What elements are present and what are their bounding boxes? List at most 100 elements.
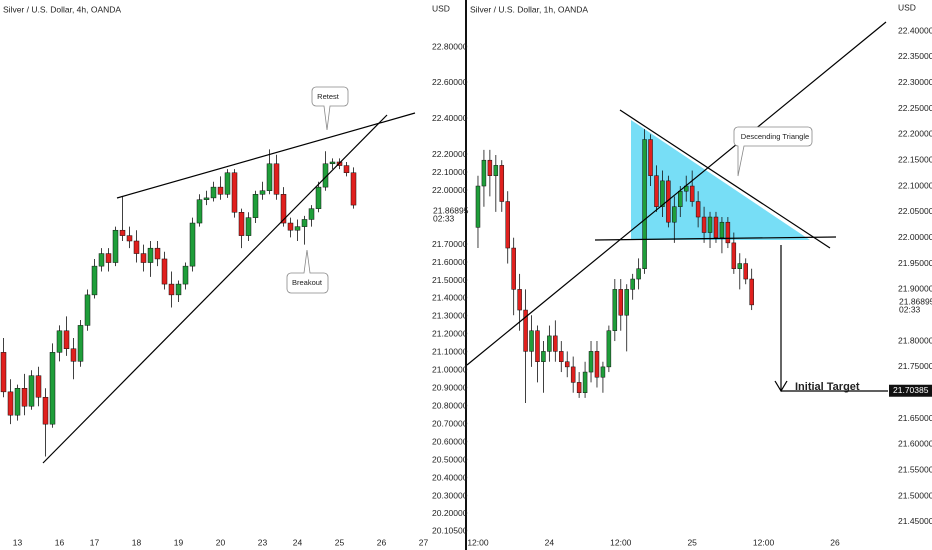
candle-body [737,263,743,269]
candle-body [654,175,659,207]
x-tick-label: 13 [13,537,23,547]
candle-body [147,247,154,263]
candle-body [280,194,287,224]
y-tick-label: 22.35000 [898,51,932,61]
x-tick-label: 26 [377,537,387,547]
x-tick-label: 17 [90,537,100,547]
candle-body [266,163,273,191]
candle-body [707,216,713,233]
y-tick-label: 21.60000 [432,257,468,267]
candle-body [196,199,203,224]
candle-body [541,351,546,362]
candle-body [624,289,629,316]
y-tick-label: 21.40000 [432,293,468,303]
candle-body [505,201,510,249]
y-tick-label: 21.80000 [898,335,932,345]
candle-body [499,165,505,202]
y-tick-label: 22.20000 [898,129,932,139]
candle-body [481,159,487,187]
candle-body [547,335,552,352]
x-tick-label: 18 [132,537,142,547]
candle-body [7,391,14,416]
candle-body [725,221,731,244]
callouts: Retest Breakout Descending Triangle Init… [286,86,860,393]
y-tick-label: 22.10000 [898,180,932,190]
candle-body [14,388,21,416]
candle-body [695,201,701,218]
candle-body [238,212,245,236]
y-tick-label: 22.15000 [898,154,932,164]
candle-body [42,396,49,425]
y-tick-label: 21.20000 [432,329,468,339]
candle-body [112,229,119,263]
x-tick-label: 25 [335,537,345,547]
axis-title: USD [898,2,916,12]
candle-body [749,278,754,306]
x-tick-label: 20 [216,537,226,547]
candle-body [559,351,564,362]
candle-body [618,289,624,316]
candle-body [308,208,315,220]
y-tick-label: 21.10000 [432,347,468,357]
y-tick-label: 21.55000 [898,464,932,474]
y-tick-label: 20.30000 [432,490,468,500]
candle-body [535,330,540,362]
candle-body [511,247,516,290]
resistance-line [116,112,416,199]
callout-text: Retest [317,92,340,101]
callout-box [286,249,329,294]
candle-body [672,206,677,223]
y-tick-label: 22.30000 [898,77,932,87]
callout-text: Breakout [292,278,323,287]
candle-body [273,163,280,195]
x-tick-label: 12:00 [753,537,775,547]
candle-body [600,366,606,378]
candle-body [582,371,588,393]
y-tick-label: 21.00000 [432,365,468,375]
candle-body [570,366,576,383]
chart-title: Silver / U.S. Dollar, 1h, OANDA [470,4,588,14]
y-tick-label: 22.40000 [432,113,468,123]
triangle-top [619,109,831,249]
candle-body [594,351,600,378]
last-price: 21.86895 [899,297,932,307]
candle-body [126,235,133,242]
x-tick-label: 12:00 [610,537,632,547]
y-tick-label: 22.00000 [432,185,468,195]
candle-body [91,265,98,296]
candle-body [259,190,266,195]
candle-body [343,165,350,174]
countdown: 02:33 [899,305,921,315]
x-tick-label: 24 [545,537,555,547]
candle-body [523,309,528,352]
x-tick-label: 16 [55,537,65,547]
target-price-box [889,384,932,397]
last-price: 21.86895 [433,205,469,215]
candle-body [154,247,161,260]
countdown: 02:33 [433,213,455,223]
callout-box [311,86,349,131]
y-tick-label: 20.60000 [432,436,468,446]
candle-body [564,361,570,368]
candle-body [612,289,618,331]
callout-box [733,126,813,177]
candle-body [140,253,147,263]
callout-text: Descending Triangle [741,132,809,141]
candle-body [606,330,612,368]
candle-body [35,375,42,398]
y-tick-label: 21.50000 [898,490,932,500]
candle-body [630,278,635,290]
candle-body [161,258,168,285]
y-tick-label: 21.30000 [432,311,468,321]
candle-body [217,186,224,195]
candle-body [576,382,582,393]
candle-body [475,185,481,228]
candle-body [487,159,493,176]
x-tick-label: 25 [687,537,697,547]
candle-body [175,283,182,296]
candle-body [56,330,63,353]
candle-body [49,352,56,425]
y-tick-label: 21.75000 [898,361,932,371]
y-tick-label: 21.65000 [898,413,932,423]
